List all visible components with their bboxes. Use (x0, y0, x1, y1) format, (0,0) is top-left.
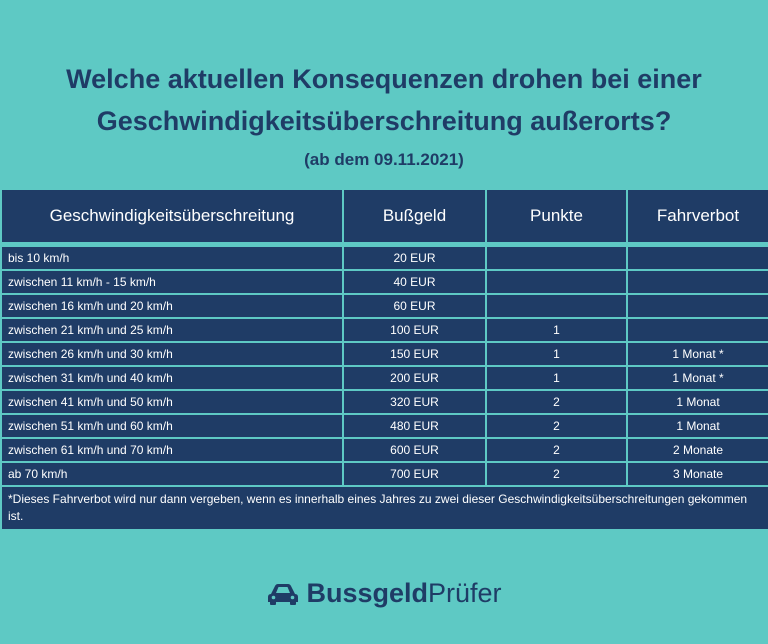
cell-points (487, 271, 626, 293)
cell-ban: 1 Monat * (628, 367, 768, 389)
cell-speeding: zwischen 21 km/h und 25 km/h (2, 319, 342, 341)
cell-points (487, 295, 626, 317)
table-row: zwischen 26 km/h und 30 km/h 150 EUR 1 1 Mo… (2, 343, 768, 365)
table-row: zwischen 51 km/h und 60 km/h 480 EUR 2 1 Mo… (2, 415, 768, 437)
cell-points: 1 (487, 367, 626, 389)
car-icon (268, 583, 299, 605)
cell-points: 1 (487, 319, 626, 341)
cell-fine: 320 EUR (344, 391, 485, 413)
cell-speeding: bis 10 km/h (2, 247, 342, 269)
cell-points: 2 (487, 463, 626, 485)
cell-points: 2 (487, 415, 626, 437)
fine-table: Geschwindigkeitsüberschreitung Bußgeld P… (2, 190, 768, 529)
footnote: *Dieses Fahrverbot wird nur dann vergebe… (2, 487, 768, 529)
cell-speeding: zwischen 11 km/h - 15 km/h (2, 271, 342, 293)
cell-speeding: ab 70 km/h (2, 463, 342, 485)
table-body: bis 10 km/h 20 EUR zwischen 11 km/h - 15 k… (2, 247, 768, 485)
cell-fine: 40 EUR (344, 271, 485, 293)
table-row: zwischen 31 km/h und 40 km/h 200 EUR 1 1 Mo… (2, 367, 768, 389)
cell-speeding: zwischen 31 km/h und 40 km/h (2, 367, 342, 389)
page-subtitle: (ab dem 09.11.2021) (304, 150, 464, 169)
cell-ban (628, 319, 768, 341)
brand-name-part2: Prüfer (428, 578, 502, 608)
header-fine: Bußgeld (344, 190, 485, 242)
header-ban: Fahrverbot (628, 190, 768, 242)
header-speeding: Geschwindigkeitsüberschreitung (2, 190, 342, 242)
table-row: bis 10 km/h 20 EUR (2, 247, 768, 269)
cell-fine: 200 EUR (344, 367, 485, 389)
page-title-line2: Geschwindigkeitsüberschreitung außerorts… (96, 106, 672, 136)
cell-ban: 1 Monat (628, 415, 768, 437)
cell-speeding: zwischen 51 km/h und 60 km/h (2, 415, 342, 437)
brand-name: BussgeldPrüfer (306, 578, 501, 609)
brand-logo: BussgeldPrüfer (0, 578, 768, 609)
header-points: Punkte (487, 190, 626, 242)
cell-speeding: zwischen 61 km/h und 70 km/h (2, 439, 342, 461)
cell-fine: 700 EUR (344, 463, 485, 485)
cell-points: 1 (487, 343, 626, 365)
page-title-line1: Welche aktuellen Konsequenzen drohen bei… (66, 64, 702, 94)
cell-points (487, 247, 626, 269)
cell-ban (628, 295, 768, 317)
table-header-row: Geschwindigkeitsüberschreitung Bußgeld P… (2, 190, 768, 242)
cell-points: 2 (487, 439, 626, 461)
cell-fine: 100 EUR (344, 319, 485, 341)
cell-ban: 1 Monat * (628, 343, 768, 365)
table-row: zwischen 61 km/h und 70 km/h 600 EUR 2 2 Mo… (2, 439, 768, 461)
cell-points: 2 (487, 391, 626, 413)
table-row: ab 70 km/h 700 EUR 2 3 Monate (2, 463, 768, 485)
cell-fine: 60 EUR (344, 295, 485, 317)
table-row: zwischen 16 km/h und 20 km/h 60 EUR (2, 295, 768, 317)
cell-fine: 600 EUR (344, 439, 485, 461)
table-row: zwischen 41 km/h und 50 km/h 320 EUR 2 1 Mo… (2, 391, 768, 413)
cell-ban (628, 271, 768, 293)
cell-ban (628, 247, 768, 269)
table-row: zwischen 21 km/h und 25 km/h 100 EUR 1 (2, 319, 768, 341)
cell-ban: 2 Monate (628, 439, 768, 461)
cell-speeding: zwischen 26 km/h und 30 km/h (2, 343, 342, 365)
cell-fine: 150 EUR (344, 343, 485, 365)
brand-name-part1: Bussgeld (306, 578, 428, 608)
cell-ban: 3 Monate (628, 463, 768, 485)
cell-ban: 1 Monat (628, 391, 768, 413)
cell-speeding: zwischen 41 km/h und 50 km/h (2, 391, 342, 413)
cell-fine: 20 EUR (344, 247, 485, 269)
cell-speeding: zwischen 16 km/h und 20 km/h (2, 295, 342, 317)
table-row: zwischen 11 km/h - 15 km/h 40 EUR (2, 271, 768, 293)
cell-fine: 480 EUR (344, 415, 485, 437)
